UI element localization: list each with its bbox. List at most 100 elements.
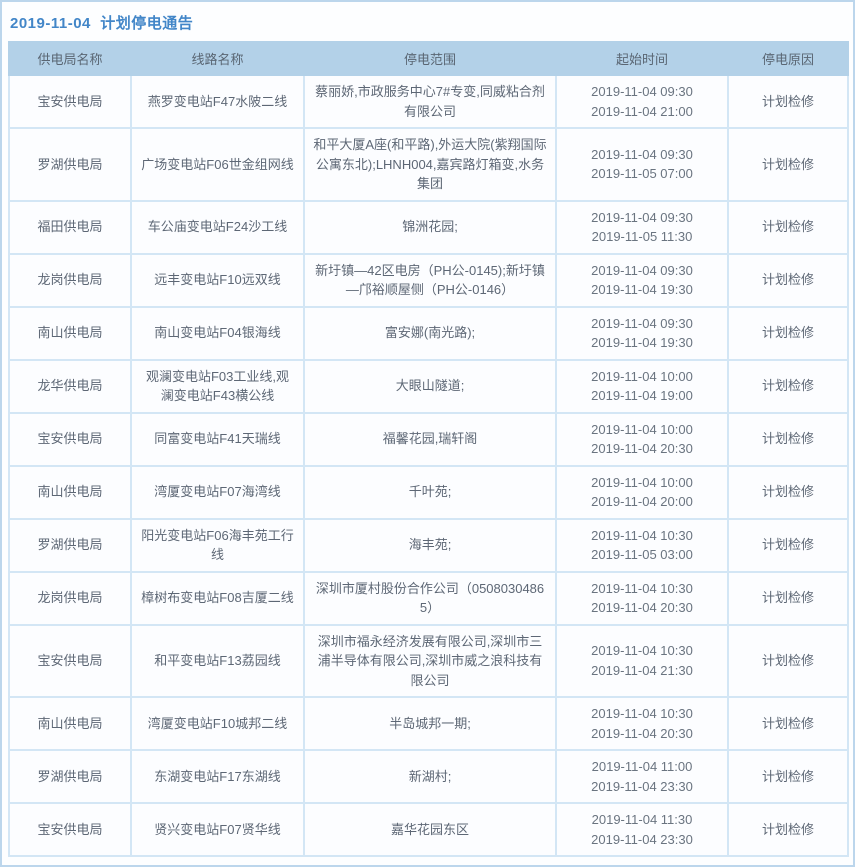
table-row: 宝安供电局 和平变电站F13荔园线 深圳市福永经济发展有限公司,深圳市三浦半导体有限…: [8, 623, 849, 698]
time-end: 2019-11-04 20:00: [591, 494, 693, 509]
cell-time: 2019-11-04 10:30 2019-11-04 20:30: [555, 696, 729, 751]
cell-time: 2019-11-04 10:00 2019-11-04 20:00: [555, 464, 729, 520]
cell-bureau: 南山供电局: [8, 464, 132, 520]
table-row: 南山供电局 南山变电站F04银海线 富安娜(南光路); 2019-11-04 09:3…: [8, 305, 849, 361]
cell-bureau: 宝安供电局: [8, 74, 132, 129]
time-end: 2019-11-04 21:00: [591, 103, 693, 119]
cell-reason: 计划检修: [727, 802, 849, 857]
table-row: 龙华供电局 观澜变电站F03工业线,观澜变电站F43横公线 大眼山隧道; 2019-1…: [8, 358, 849, 414]
cell-time: 2019-11-04 10:30 2019-11-04 21:30: [555, 623, 729, 698]
table-body: 宝安供电局 燕罗变电站F47水陂二线 蔡丽娇,市政服务中心7#专变,同威粘合剂有限公…: [8, 74, 849, 857]
cell-line: 东湖变电站F17东湖线: [130, 749, 305, 804]
cell-reason: 计划检修: [727, 464, 849, 520]
cell-line: 燕罗变电站F47水陂二线: [130, 74, 305, 129]
cell-time: 2019-11-04 09:30 2019-11-04 21:00: [555, 74, 729, 129]
cell-time: 2019-11-04 11:30 2019-11-04 23:30: [555, 802, 729, 857]
table-row: 宝安供电局 同富变电站F41天瑞线 福馨花园,瑞轩阁 2019-11-04 10:00…: [8, 411, 849, 467]
col-header-time: 起始时间: [555, 41, 729, 76]
cell-bureau: 南山供电局: [8, 696, 132, 751]
time-end: 2019-11-04 19:00: [591, 388, 693, 403]
cell-line: 广场变电站F06世金组网线: [130, 127, 305, 202]
cell-scope: 嘉华花园东区: [303, 802, 557, 857]
cell-time: 2019-11-04 10:30 2019-11-05 03:00: [555, 517, 729, 573]
outage-table: 供电局名称 线路名称 停电范围 起始时间 停电原因 宝安供电局 燕罗变电站F47水…: [8, 41, 849, 857]
time-start: 2019-11-04 09:30: [591, 84, 693, 99]
time-end: 2019-11-04 19:30: [591, 335, 693, 350]
cell-reason: 计划检修: [727, 305, 849, 361]
time-end: 2019-11-05 07:00: [591, 166, 693, 182]
table-row: 宝安供电局 燕罗变电站F47水陂二线 蔡丽娇,市政服务中心7#专变,同威粘合剂有限公…: [8, 74, 849, 129]
table-row: 福田供电局 车公庙变电站F24沙工线 锦洲花园; 2019-11-04 09:30 20…: [8, 199, 849, 255]
cell-scope: 新湖村;: [303, 749, 557, 804]
table-row: 宝安供电局 贤兴变电站F07贤华线 嘉华花园东区 2019-11-04 11:30 20…: [8, 802, 849, 857]
time-start: 2019-11-04 10:00: [591, 421, 693, 437]
cell-time: 2019-11-04 09:30 2019-11-05 07:00: [555, 127, 729, 202]
time-end: 2019-11-04 21:30: [591, 662, 693, 678]
cell-reason: 计划检修: [727, 74, 849, 129]
cell-scope: 深圳市厦村股份合作公司（05080304865）: [303, 570, 557, 626]
cell-time: 2019-11-04 10:30 2019-11-04 20:30: [555, 570, 729, 626]
cell-bureau: 宝安供电局: [8, 411, 132, 467]
cell-reason: 计划检修: [727, 517, 849, 573]
cell-scope: 千叶苑;: [303, 464, 557, 520]
time-end: 2019-11-05 11:30: [591, 229, 693, 244]
cell-line: 车公庙变电站F24沙工线: [130, 199, 305, 255]
time-end: 2019-11-05 03:00: [591, 547, 693, 562]
cell-bureau: 罗湖供电局: [8, 749, 132, 804]
cell-bureau: 龙岗供电局: [8, 570, 132, 626]
cell-bureau: 宝安供电局: [8, 623, 132, 698]
cell-line: 同富变电站F41天瑞线: [130, 411, 305, 467]
time-start: 2019-11-04 11:00: [591, 759, 693, 774]
cell-bureau: 福田供电局: [8, 199, 132, 255]
cell-scope: 新圩镇—42区电房（PH公-0145);新圩镇—邝裕顺屋侧（PH公-0146）: [303, 252, 557, 308]
time-start: 2019-11-04 10:00: [591, 474, 693, 490]
time-start: 2019-11-04 09:30: [591, 146, 693, 162]
cell-line: 樟树布变电站F08吉厦二线: [130, 570, 305, 626]
cell-line: 贤兴变电站F07贤华线: [130, 802, 305, 857]
cell-time: 2019-11-04 09:30 2019-11-04 19:30: [555, 305, 729, 361]
cell-reason: 计划检修: [727, 696, 849, 751]
col-header-scope: 停电范围: [303, 41, 557, 76]
time-end: 2019-11-04 23:30: [591, 831, 693, 847]
cell-line: 远丰变电站F10远双线: [130, 252, 305, 308]
cell-line: 南山变电站F04银海线: [130, 305, 305, 361]
cell-scope: 深圳市福永经济发展有限公司,深圳市三浦半导体有限公司,深圳市威之浪科技有限公司: [303, 623, 557, 698]
table-row: 罗湖供电局 东湖变电站F17东湖线 新湖村; 2019-11-04 11:00 2019…: [8, 749, 849, 804]
time-start: 2019-11-04 10:00: [591, 368, 693, 384]
cell-bureau: 南山供电局: [8, 305, 132, 361]
time-start: 2019-11-04 10:30: [591, 706, 693, 721]
cell-scope: 蔡丽娇,市政服务中心7#专变,同威粘合剂有限公司: [303, 74, 557, 129]
cell-line: 和平变电站F13荔园线: [130, 623, 305, 698]
time-start: 2019-11-04 09:30: [591, 262, 693, 278]
cell-reason: 计划检修: [727, 570, 849, 626]
cell-line: 观澜变电站F03工业线,观澜变电站F43横公线: [130, 358, 305, 414]
cell-time: 2019-11-04 10:00 2019-11-04 20:30: [555, 411, 729, 467]
cell-bureau: 龙岗供电局: [8, 252, 132, 308]
cell-reason: 计划检修: [727, 127, 849, 202]
col-header-reason: 停电原因: [727, 41, 849, 76]
cell-scope: 海丰苑;: [303, 517, 557, 573]
time-start: 2019-11-04 10:30: [591, 527, 693, 543]
cell-bureau: 宝安供电局: [8, 802, 132, 857]
table-row: 罗湖供电局 阳光变电站F06海丰苑工行线 海丰苑; 2019-11-04 10:30 2…: [8, 517, 849, 573]
time-end: 2019-11-04 23:30: [591, 778, 693, 794]
table-row: 龙岗供电局 樟树布变电站F08吉厦二线 深圳市厦村股份合作公司（0508030486…: [8, 570, 849, 626]
col-header-line: 线路名称: [130, 41, 305, 76]
cell-time: 2019-11-04 11:00 2019-11-04 23:30: [555, 749, 729, 804]
cell-line: 阳光变电站F06海丰苑工行线: [130, 517, 305, 573]
time-start: 2019-11-04 11:30: [591, 812, 693, 827]
col-header-bureau: 供电局名称: [8, 41, 132, 76]
cell-reason: 计划检修: [727, 199, 849, 255]
cell-bureau: 龙华供电局: [8, 358, 132, 414]
cell-time: 2019-11-04 10:00 2019-11-04 19:00: [555, 358, 729, 414]
cell-line: 湾厦变电站F10城邦二线: [130, 696, 305, 751]
cell-time: 2019-11-04 09:30 2019-11-05 11:30: [555, 199, 729, 255]
time-end: 2019-11-04 20:30: [591, 441, 693, 456]
cell-time: 2019-11-04 09:30 2019-11-04 19:30: [555, 252, 729, 308]
time-start: 2019-11-04 09:30: [591, 315, 693, 331]
table-row: 龙岗供电局 远丰变电站F10远双线 新圩镇—42区电房（PH公-0145);新圩镇—…: [8, 252, 849, 308]
cell-reason: 计划检修: [727, 358, 849, 414]
table-row: 南山供电局 湾厦变电站F07海湾线 千叶苑; 2019-11-04 10:00 2019…: [8, 464, 849, 520]
cell-reason: 计划检修: [727, 749, 849, 804]
